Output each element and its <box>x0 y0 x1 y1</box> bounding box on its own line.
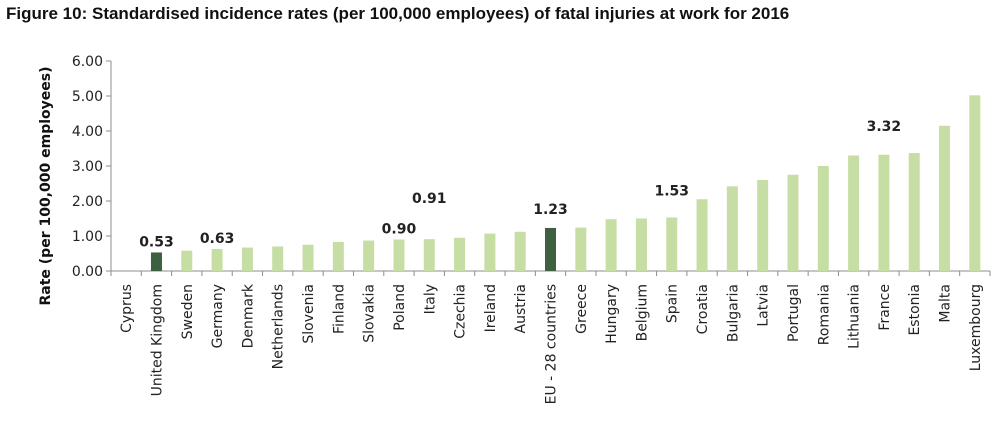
bar-czechia <box>454 237 466 271</box>
figure-number: Figure 10 <box>6 4 82 23</box>
x-tick-label: Poland <box>392 284 408 331</box>
x-tick-label: Austria <box>513 284 529 333</box>
x-tick-label: Czechia <box>453 284 469 339</box>
data-label: 1.53 <box>654 183 689 199</box>
y-tick-label: 6.00 <box>72 54 103 70</box>
bar-estonia <box>908 153 920 271</box>
figure-title-text: : Standardised incidence rates (per 100,… <box>81 4 790 23</box>
x-tick-label: Belgium <box>634 284 650 341</box>
y-tick-label: 5.00 <box>72 89 103 105</box>
y-tick-label: 3.00 <box>72 159 103 175</box>
bar-belgium <box>635 218 647 271</box>
figure-title: Figure 10: Standardised incidence rates … <box>6 4 789 24</box>
bar-poland <box>393 239 405 271</box>
bar-finland <box>332 241 344 271</box>
data-label: 0.63 <box>200 231 235 247</box>
x-tick-label: Finland <box>331 284 347 334</box>
x-tick-label: Sweden <box>180 284 196 339</box>
x-tick-label: Croatia <box>695 284 711 334</box>
data-label: 1.23 <box>533 202 568 218</box>
x-tick-label: Slovakia <box>362 284 378 343</box>
x-tick-label: Malta <box>938 284 954 323</box>
bar-malta <box>939 125 951 271</box>
bar-latvia <box>757 180 769 271</box>
x-tick-label: Spain <box>665 284 681 323</box>
bar-ireland <box>484 233 496 271</box>
data-label: 3.32 <box>867 119 902 135</box>
data-labels: 0.53 0.63 0.90 0.91 1.23 1.53 3.32 <box>139 119 901 251</box>
chart-bars <box>150 95 981 271</box>
bar-romania <box>817 166 829 271</box>
bar-france <box>878 154 890 271</box>
bar-denmark <box>241 247 253 271</box>
bar-eu-28-countries <box>545 227 556 271</box>
x-axis-labels: Cyprus United Kingdom Sweden Germany Denmark… <box>119 283 984 404</box>
bar-hungary <box>605 219 617 271</box>
x-tick-label: Portugal <box>786 284 802 342</box>
bar-slovakia <box>363 240 375 271</box>
bar-austria <box>514 231 526 271</box>
bar-lithuania <box>848 155 860 271</box>
x-tick-label: Estonia <box>907 284 923 336</box>
x-tick-label: Hungary <box>604 284 620 344</box>
bar-spain <box>666 217 678 271</box>
bar-portugal <box>787 174 799 271</box>
data-label: 0.91 <box>412 191 447 207</box>
x-tick-label: Luxembourg <box>968 284 984 371</box>
y-tick-label: 1.00 <box>72 229 103 245</box>
y-tick-label: 2.00 <box>72 194 103 210</box>
x-tick-label: Slovenia <box>301 284 317 344</box>
x-tick-label: Cyprus <box>119 284 135 333</box>
x-tick-label: Bulgaria <box>725 284 741 342</box>
y-axis-title: Rate (per 100,000 employees) <box>38 67 54 306</box>
bar-slovenia <box>302 244 314 271</box>
y-tick-label: 4.00 <box>72 124 103 140</box>
bar-germany <box>211 248 223 271</box>
data-label: 0.53 <box>139 234 174 250</box>
x-tick-label: Germany <box>210 284 226 348</box>
x-tick-label: France <box>877 284 893 331</box>
bar-italy <box>423 239 435 271</box>
x-tick-label: Romania <box>816 284 832 345</box>
y-tick-label: 0.00 <box>72 264 103 280</box>
x-tick-label: Latvia <box>756 284 772 327</box>
data-label: 0.90 <box>382 222 417 238</box>
x-tick-label: Lithuania <box>847 284 863 349</box>
x-tick-label: Ireland <box>483 284 499 332</box>
bar-croatia <box>696 199 708 271</box>
x-tick-label: Netherlands <box>271 284 287 369</box>
bar-greece <box>575 227 587 271</box>
x-tick-label: EU - 28 countries <box>544 284 560 404</box>
bar-luxembourg <box>969 95 981 271</box>
x-tick-label: United Kingdom <box>149 284 165 396</box>
bar-sweden <box>181 250 193 271</box>
bar-netherlands <box>272 246 284 271</box>
y-axis-ticks: 0.00 1.00 2.00 3.00 4.00 5.00 6.00 <box>72 54 111 280</box>
bar-bulgaria <box>726 186 738 271</box>
x-tick-label: Italy <box>422 284 438 314</box>
bar-united-kingdom <box>150 252 162 271</box>
x-tick-label: Denmark <box>240 283 256 348</box>
x-tick-label: Greece <box>574 284 590 334</box>
